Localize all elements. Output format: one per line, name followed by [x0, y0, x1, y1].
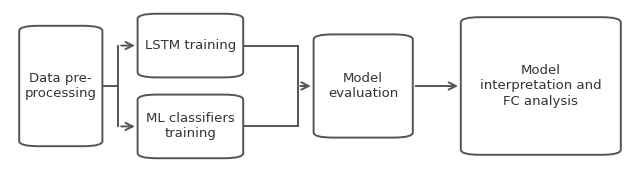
Text: Model
interpretation and
FC analysis: Model interpretation and FC analysis — [480, 64, 602, 108]
Text: Model
evaluation: Model evaluation — [328, 72, 398, 100]
Text: LSTM training: LSTM training — [145, 39, 236, 52]
FancyBboxPatch shape — [138, 95, 243, 158]
FancyBboxPatch shape — [314, 34, 413, 138]
FancyBboxPatch shape — [19, 26, 102, 146]
FancyBboxPatch shape — [461, 17, 621, 155]
Text: ML classifiers
training: ML classifiers training — [146, 112, 235, 140]
FancyBboxPatch shape — [138, 14, 243, 77]
Text: Data pre-
processing: Data pre- processing — [25, 72, 97, 100]
